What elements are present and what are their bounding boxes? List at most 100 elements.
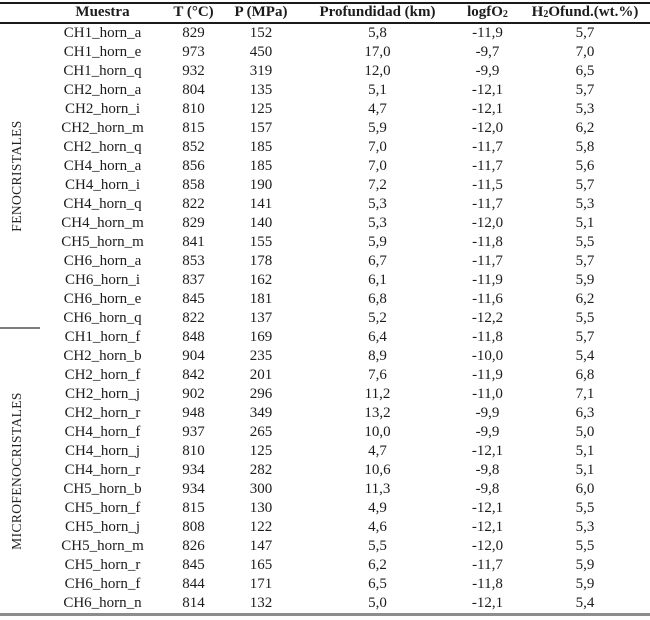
cell-t-c: 842 bbox=[182, 367, 205, 383]
cell-profundidad-km: 7,0 bbox=[368, 139, 387, 155]
cell-t-c: 845 bbox=[182, 557, 205, 573]
cell-p-mpa: 162 bbox=[249, 272, 273, 288]
cell-profundidad-km: 12,0 bbox=[364, 63, 391, 79]
cell-muestra: CH6_horn_n bbox=[63, 595, 142, 611]
cell-h2o-fund: 5,9 bbox=[575, 576, 595, 592]
cell-profundidad-km: 4,9 bbox=[368, 500, 387, 516]
cell-logfo2: -9,8 bbox=[475, 462, 500, 478]
cell-logfo2: -11,5 bbox=[472, 177, 503, 193]
cell-h2o-fund: 5,5 bbox=[575, 500, 595, 516]
cell-h2o-fund: 5,7 bbox=[575, 82, 595, 98]
cell-h2o-fund: 5,4 bbox=[575, 348, 595, 364]
cell-p-mpa: 178 bbox=[249, 253, 273, 269]
cell-profundidad-km: 6,5 bbox=[368, 576, 387, 592]
column-header-muestra: Muestra bbox=[40, 3, 165, 22]
table-row: CH5_horn_b 934 300 11,3 -9,8 6,0 bbox=[40, 480, 650, 499]
cell-t-c: 841 bbox=[182, 234, 205, 250]
cell-muestra: CH5_horn_b bbox=[63, 481, 142, 497]
group-label-text: MICROFENOCRISTALES bbox=[9, 391, 24, 550]
cell-p-mpa: 157 bbox=[249, 120, 273, 136]
header-spacer bbox=[0, 3, 40, 22]
cell-logfo2: -9,9 bbox=[475, 405, 500, 421]
cell-muestra: CH2_horn_f bbox=[64, 367, 141, 383]
cell-t-c: 845 bbox=[182, 291, 205, 307]
cell-p-mpa: 140 bbox=[249, 215, 273, 231]
cell-logfo2: -12,1 bbox=[471, 595, 504, 611]
table-row: CH2_horn_q 852 185 7,0 -11,7 5,8 bbox=[40, 138, 650, 157]
cell-profundidad-km: 7,6 bbox=[368, 367, 387, 383]
cell-t-c: 948 bbox=[182, 405, 205, 421]
cell-muestra: CH2_horn_a bbox=[63, 82, 142, 98]
cell-h2o-fund: 5,7 bbox=[575, 177, 595, 193]
cell-h2o-fund: 5,6 bbox=[575, 158, 595, 174]
cell-p-mpa: 141 bbox=[249, 196, 273, 212]
cell-t-c: 856 bbox=[182, 158, 205, 174]
cell-t-c: 826 bbox=[182, 538, 205, 554]
cell-profundidad-km: 5,9 bbox=[368, 234, 387, 250]
cell-logfo2: -11,8 bbox=[472, 329, 503, 345]
cell-p-mpa: 300 bbox=[249, 481, 273, 497]
cell-t-c: 934 bbox=[182, 481, 205, 497]
cell-profundidad-km: 10,6 bbox=[364, 462, 391, 478]
cell-muestra: CH6_horn_e bbox=[63, 291, 142, 307]
cell-t-c: 810 bbox=[182, 101, 205, 117]
column-header-p-mpa: P (MPa) bbox=[222, 3, 300, 22]
cell-profundidad-km: 5,1 bbox=[368, 82, 387, 98]
cell-h2o-fund: 5,1 bbox=[575, 462, 595, 478]
cell-profundidad-km: 5,9 bbox=[368, 120, 387, 136]
cell-muestra: CH2_horn_r bbox=[64, 405, 141, 421]
cell-p-mpa: 190 bbox=[249, 177, 273, 193]
cell-logfo2: -11,7 bbox=[472, 139, 503, 155]
cell-t-c: 858 bbox=[182, 177, 205, 193]
cell-profundidad-km: 7,2 bbox=[368, 177, 387, 193]
group-label-text: FENOCRISTALES bbox=[9, 120, 24, 232]
cell-logfo2: -12,0 bbox=[471, 215, 504, 231]
table-row: CH2_horn_m 815 157 5,9 -12,0 6,2 bbox=[40, 119, 650, 138]
table-row: CH4_horn_a 856 185 7,0 -11,7 5,6 bbox=[40, 157, 650, 176]
cell-t-c: 902 bbox=[182, 386, 205, 402]
cell-logfo2: -12,0 bbox=[471, 120, 504, 136]
cell-muestra: CH4_horn_m bbox=[61, 215, 144, 231]
cell-p-mpa: 130 bbox=[249, 500, 273, 516]
cell-h2o-fund: 6,3 bbox=[575, 405, 595, 421]
cell-profundidad-km: 10,0 bbox=[364, 424, 391, 440]
cell-t-c: 932 bbox=[182, 63, 205, 79]
cell-t-c: 815 bbox=[182, 120, 205, 136]
cell-h2o-fund: 5,0 bbox=[575, 424, 595, 440]
cell-h2o-fund: 6,2 bbox=[575, 120, 595, 136]
cell-profundidad-km: 11,3 bbox=[364, 481, 391, 497]
cell-muestra: CH4_horn_r bbox=[64, 462, 141, 478]
cell-muestra: CH4_horn_q bbox=[63, 196, 142, 212]
cell-muestra: CH6_horn_q bbox=[63, 310, 142, 326]
cell-muestra: CH1_horn_q bbox=[63, 63, 142, 79]
table-row: CH1_horn_q 932 319 12,0 -9,9 6,5 bbox=[40, 62, 650, 81]
table-row: CH2_horn_b 904 235 8,9 -10,0 5,4 bbox=[40, 347, 650, 366]
header-label: logfO bbox=[467, 4, 503, 20]
table-row: CH1_horn_a 829 152 5,8 -11,9 5,7 bbox=[40, 24, 650, 43]
cell-p-mpa: 165 bbox=[249, 557, 273, 573]
cell-h2o-fund: 6,2 bbox=[575, 291, 595, 307]
cell-p-mpa: 125 bbox=[249, 101, 273, 117]
cell-profundidad-km: 6,2 bbox=[368, 557, 387, 573]
cell-logfo2: -11,9 bbox=[472, 25, 503, 41]
cell-t-c: 829 bbox=[182, 215, 205, 231]
table-row: CH5_horn_f 815 130 4,9 -12,1 5,5 bbox=[40, 499, 650, 518]
cell-muestra: CH4_horn_a bbox=[63, 158, 142, 174]
cell-p-mpa: 296 bbox=[249, 386, 273, 402]
table-body: FENOCRISTALES MICROFENOCRISTALES CH1_hor… bbox=[0, 24, 650, 613]
table-row: CH2_horn_f 842 201 7,6 -11,9 6,8 bbox=[40, 366, 650, 385]
cell-profundidad-km: 5,3 bbox=[368, 215, 387, 231]
cell-t-c: 852 bbox=[182, 139, 205, 155]
cell-h2o-fund: 5,5 bbox=[575, 310, 595, 326]
table-row: CH5_horn_m 826 147 5,5 -12,0 5,5 bbox=[40, 537, 650, 556]
column-header-t-c: T (°C) bbox=[165, 3, 222, 22]
cell-p-mpa: 349 bbox=[249, 405, 273, 421]
cell-h2o-fund: 5,5 bbox=[575, 234, 595, 250]
cell-h2o-fund: 5,7 bbox=[575, 25, 595, 41]
cell-muestra: CH6_horn_f bbox=[64, 576, 141, 592]
table-row: CH4_horn_f 937 265 10,0 -9,9 5,0 bbox=[40, 423, 650, 442]
cell-p-mpa: 147 bbox=[249, 538, 273, 554]
table-row: CH2_horn_i 810 125 4,7 -12,1 5,3 bbox=[40, 100, 650, 119]
cell-h2o-fund: 6,8 bbox=[575, 367, 595, 383]
cell-t-c: 973 bbox=[182, 44, 205, 60]
